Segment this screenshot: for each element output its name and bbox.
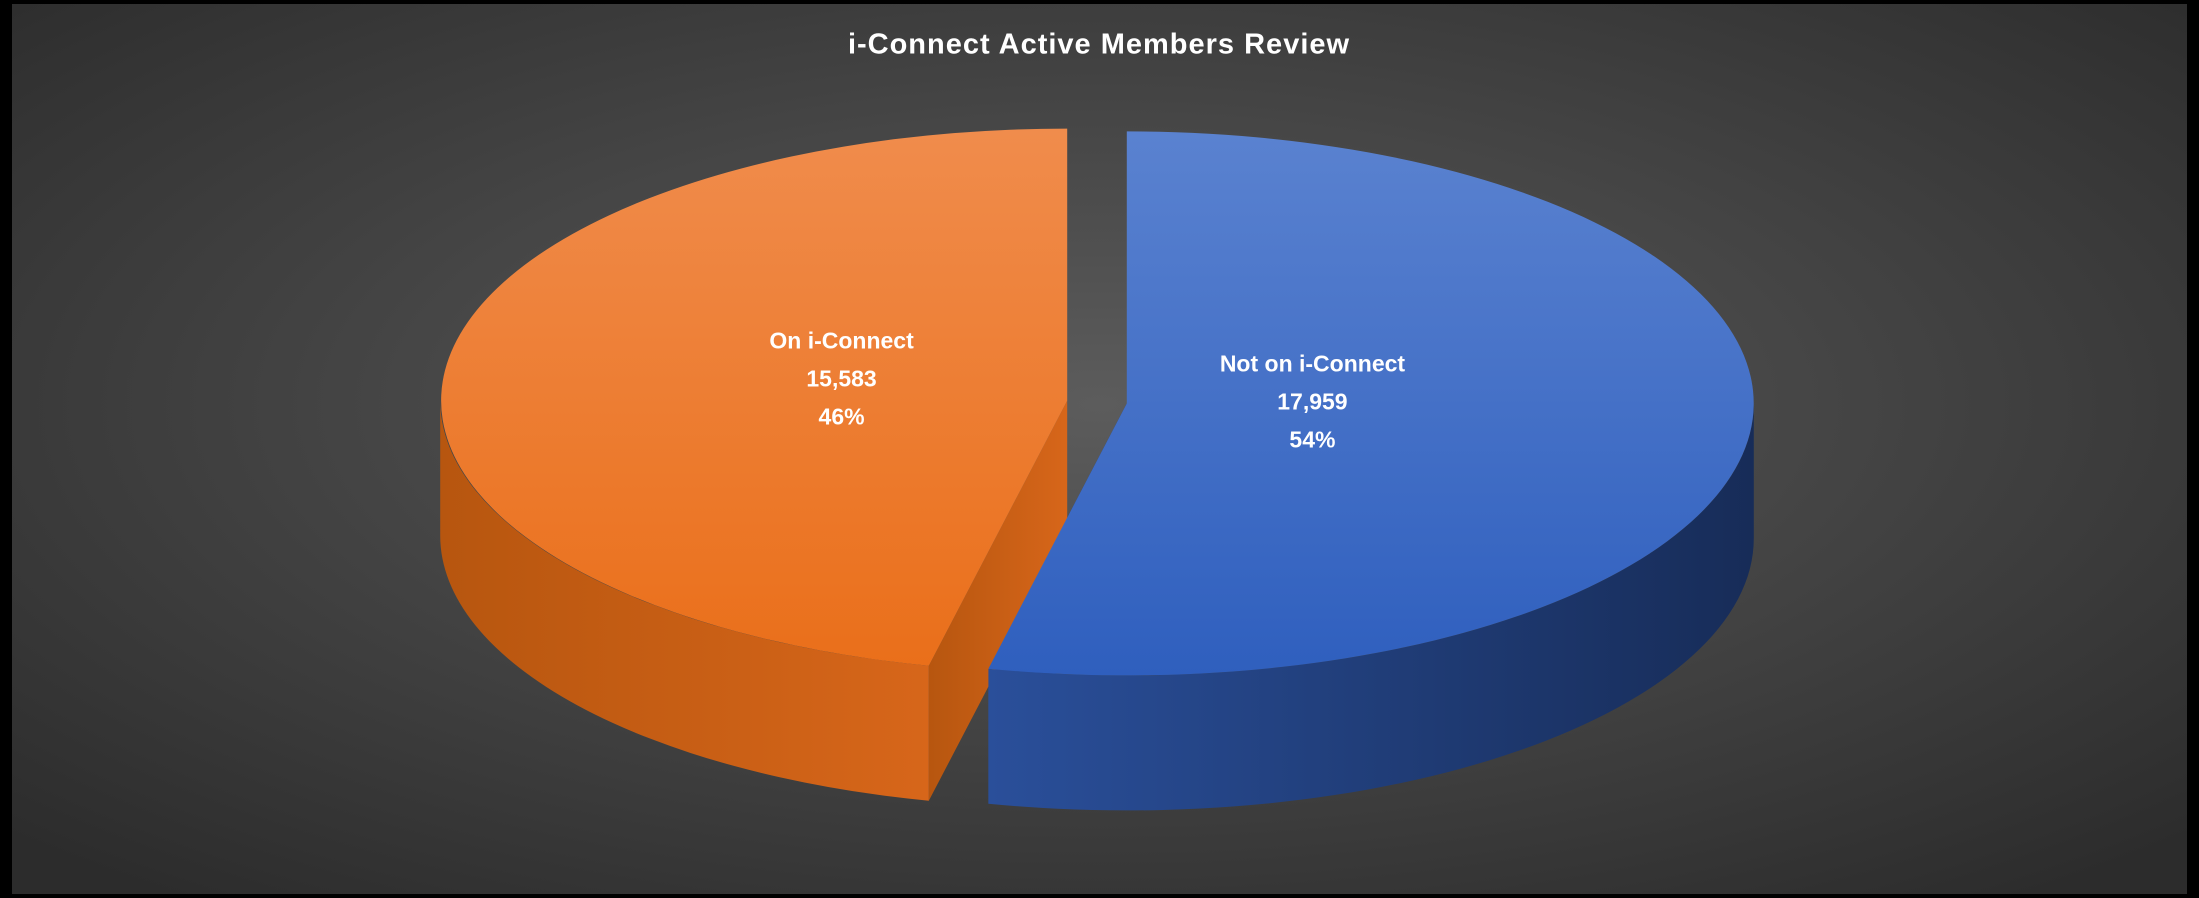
slice-value: 15,583 <box>806 366 876 392</box>
chart-title: i-Connect Active Members Review <box>848 29 1350 61</box>
slice <box>441 128 1068 666</box>
slice-label: Not on i-Connect <box>1220 350 1406 376</box>
slice-side <box>988 403 1754 811</box>
slice-cut-face <box>928 400 1068 801</box>
slice-label: On i-Connect <box>769 328 914 354</box>
pie: Not on i-Connect 17,959 54% On i-Connect 15,… <box>440 128 1754 811</box>
top-faces <box>441 128 1754 676</box>
slice-side <box>440 400 929 801</box>
slice <box>988 131 1754 676</box>
side-walls <box>440 400 1754 811</box>
slice-value: 17,959 <box>1277 388 1347 414</box>
slice-percent: 54% <box>1289 426 1335 452</box>
data-labels: Not on i-Connect 17,959 54% On i-Connect 15,… <box>769 328 1405 453</box>
slice-percent: 46% <box>819 404 865 430</box>
